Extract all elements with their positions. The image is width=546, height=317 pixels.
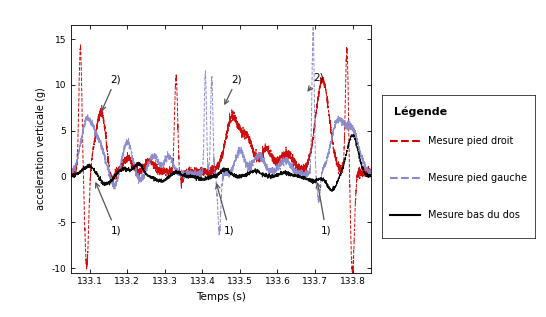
Text: Légende: Légende bbox=[394, 107, 448, 117]
Text: Mesure bas du dos: Mesure bas du dos bbox=[428, 210, 520, 220]
Text: 2): 2) bbox=[308, 72, 324, 91]
Y-axis label: acceleration verticale (g): acceleration verticale (g) bbox=[36, 87, 46, 210]
Text: 2): 2) bbox=[102, 74, 121, 110]
Text: Mesure pied droit: Mesure pied droit bbox=[428, 136, 513, 146]
Text: 1): 1) bbox=[216, 184, 235, 235]
Text: 1): 1) bbox=[316, 183, 331, 235]
Text: 2): 2) bbox=[225, 74, 242, 104]
Text: Mesure pied gauche: Mesure pied gauche bbox=[428, 173, 527, 183]
X-axis label: Temps (s): Temps (s) bbox=[196, 292, 246, 302]
Text: 1): 1) bbox=[96, 183, 121, 235]
